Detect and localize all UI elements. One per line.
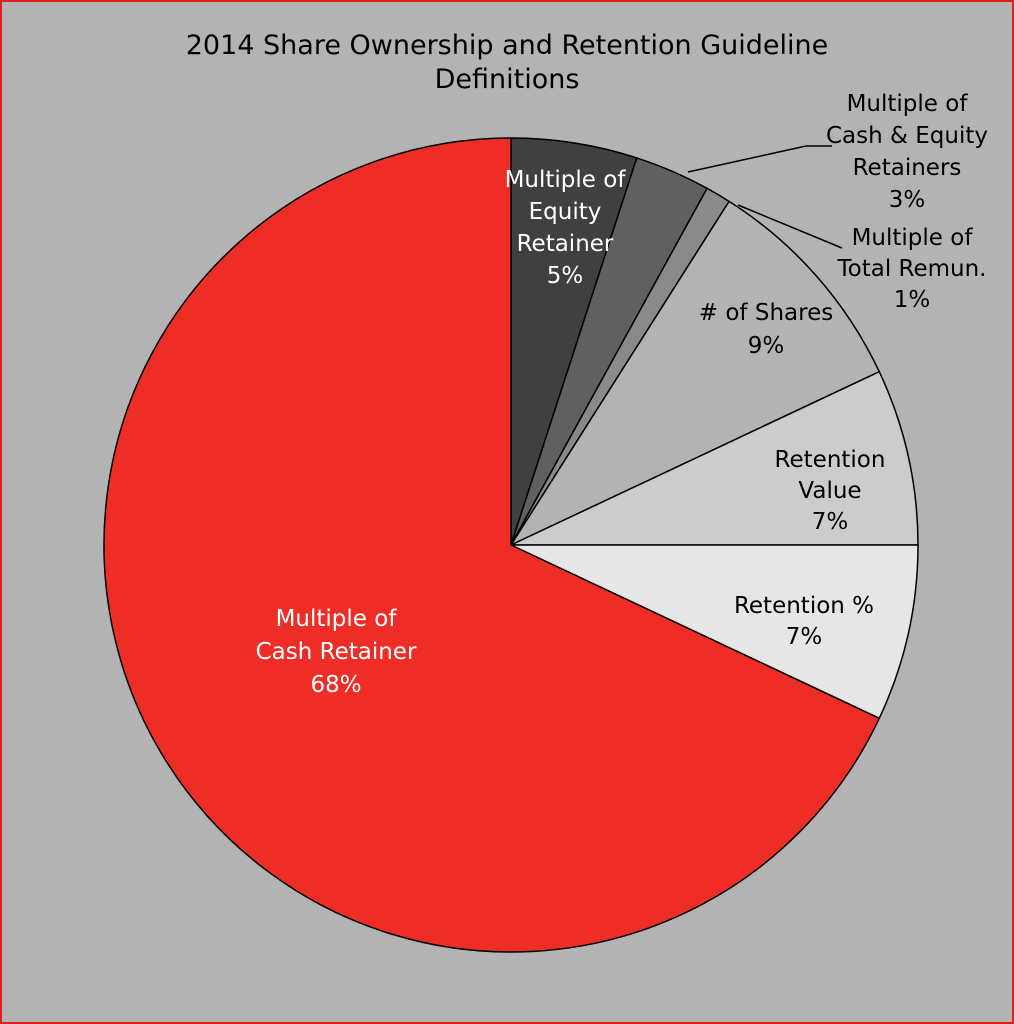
slice-value-label: 9% [748,333,785,359]
slice-label: Multiple of Equity Retainer [505,167,627,257]
leader-line [737,204,843,249]
slice-label: Retention Value [775,447,886,504]
slice-label: Multiple of Cash Retainer [256,606,417,665]
pie-slice [510,544,919,720]
pie-slice [510,370,919,546]
slice-value-label: 5% [547,263,584,289]
slice-value-label: 68% [310,672,361,698]
slice-value-label: 1% [894,287,931,313]
slice-label: Retention % [734,593,874,619]
pie-slice [508,200,881,547]
slice-value-label: 7% [812,509,849,535]
slice-label: Multiple of Cash & Equity Retainers [826,91,988,181]
leader-line [687,145,832,173]
slice-value-label: 7% [786,624,823,650]
slice-label: # of Shares [699,300,833,326]
pie-slice [103,137,881,953]
slice-label: Multiple of Total Remun. [837,225,987,282]
chart-title: 2014 Share Ownership and Retention Guide… [186,30,829,95]
slice-value-label: 3% [889,187,926,213]
